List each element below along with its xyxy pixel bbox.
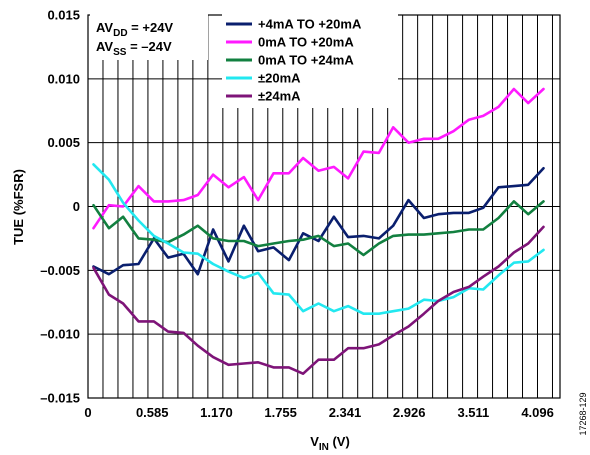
- x-tick-label: 3.511: [457, 405, 489, 420]
- legend-label-2: 0mA TO +20mA: [258, 35, 354, 50]
- y-tick-label: 0.005: [47, 135, 80, 150]
- y-tick-label: 0.010: [47, 71, 80, 86]
- series-line-5: [92, 225, 545, 376]
- legend-label-3: 0mA TO +24mA: [258, 53, 354, 68]
- x-tick-label: 1.170: [200, 405, 233, 420]
- series-lines: [92, 87, 545, 376]
- tick-labels: –0.015 –0.010 –0.005 0 0.005 0.010 0.015 0 0.585…: [40, 8, 554, 421]
- x-tick-label: 2.341: [329, 405, 362, 420]
- x-tick-label: 2.926: [393, 405, 426, 420]
- x-tick-label: 0: [84, 405, 91, 420]
- legend: +4mA TO +20mA 0mA TO +20mA 0mA TO +24mA ±20…: [222, 14, 398, 108]
- x-tick-label: 0.585: [136, 405, 169, 420]
- legend-label-5: ±24mA: [258, 89, 301, 104]
- y-tick-label: –0.005: [40, 263, 80, 278]
- series-line-1: [92, 166, 545, 276]
- x-tick-label: 4.096: [521, 405, 554, 420]
- y-tick-label: –0.010: [40, 327, 80, 342]
- figure-id: 17268-129: [578, 392, 588, 435]
- x-tick-label: 1.755: [264, 405, 297, 420]
- y-axis-title: TUE (%FSR): [11, 169, 26, 245]
- series-line-2: [92, 87, 545, 230]
- y-tick-label: 0: [73, 199, 80, 214]
- legend-label-4: ±20mA: [258, 71, 301, 86]
- supply-annotation: AVDD = +24V AVSS = –24V: [90, 14, 208, 60]
- avdd-annotation: AVDD = +24V: [96, 20, 173, 39]
- legend-label-1: +4mA TO +20mA: [258, 17, 362, 32]
- avss-annotation: AVSS = –24V: [96, 39, 172, 58]
- y-tick-label: –0.015: [40, 391, 80, 406]
- x-axis-title: VIN (V): [310, 434, 350, 450]
- y-tick-label: 0.015: [47, 8, 80, 23]
